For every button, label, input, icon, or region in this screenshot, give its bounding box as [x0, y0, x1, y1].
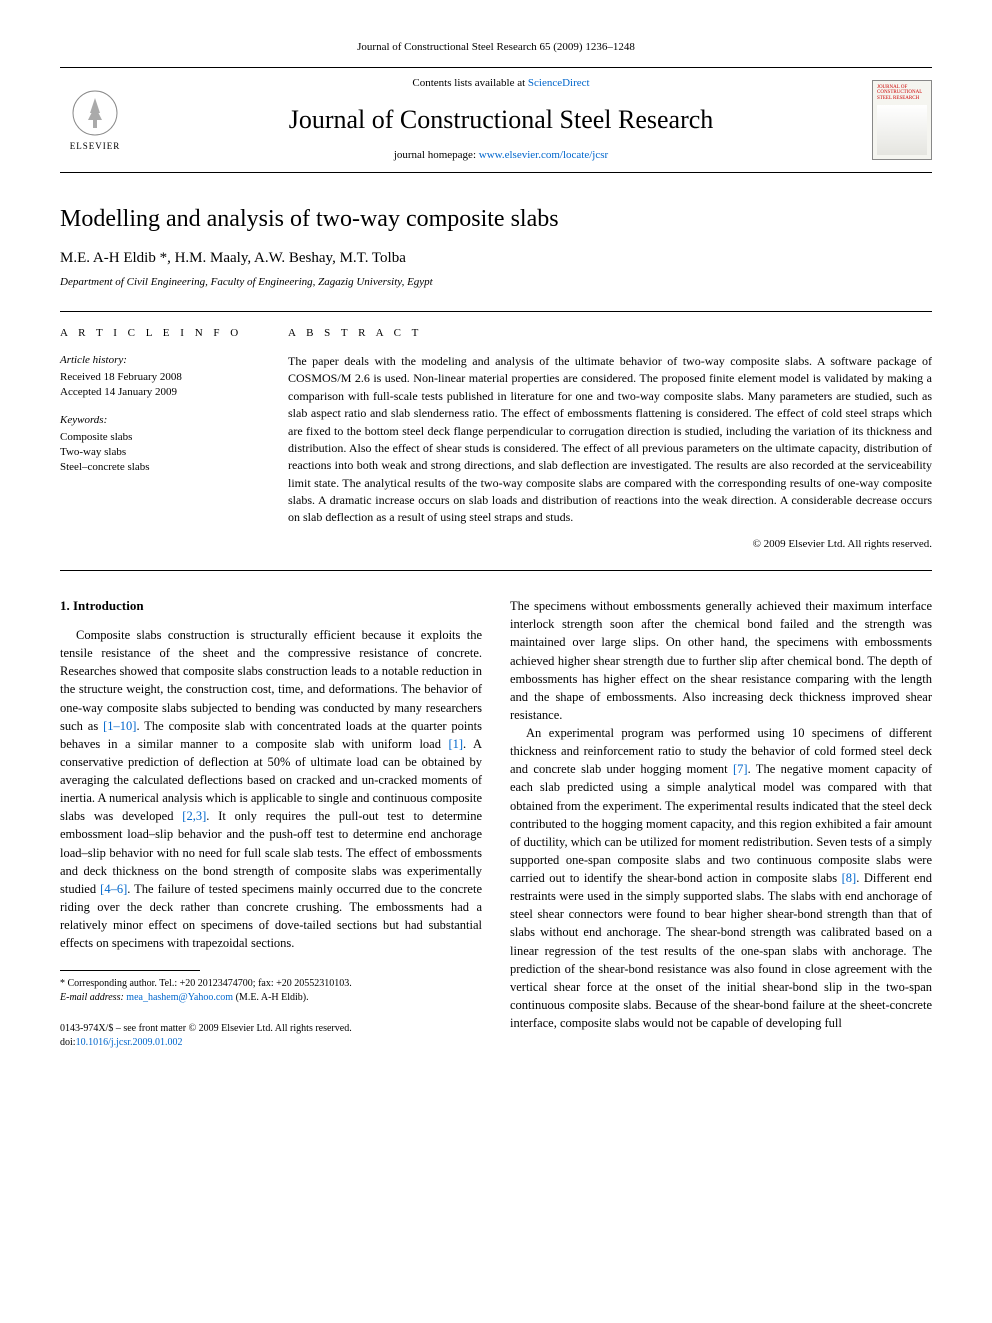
- cover-caption: JOURNAL OF CONSTRUCTIONAL STEEL RESEARCH: [877, 85, 927, 102]
- bottom-meta: 0143-974X/$ – see front matter © 2009 El…: [60, 1022, 482, 1049]
- body-columns: 1. Introduction Composite slabs construc…: [60, 597, 932, 1049]
- body-paragraph: An experimental program was performed us…: [510, 724, 932, 1032]
- section-number: 1.: [60, 598, 70, 613]
- section-heading: 1. Introduction: [60, 597, 482, 616]
- running-head: Journal of Constructional Steel Research…: [60, 40, 932, 55]
- keyword-item: Two-way slabs: [60, 445, 260, 460]
- elsevier-logo: ELSEVIER: [60, 85, 130, 155]
- doi-line: doi:10.1016/j.jcsr.2009.01.002: [60, 1036, 482, 1050]
- abstract-heading: A B S T R A C T: [288, 326, 932, 341]
- sciencedirect-link[interactable]: ScienceDirect: [528, 77, 590, 89]
- affiliation: Department of Civil Engineering, Faculty…: [60, 275, 932, 290]
- body-text: . The negative moment capacity of each s…: [510, 762, 932, 885]
- doi-prefix: doi:: [60, 1037, 76, 1048]
- doi-link[interactable]: 10.1016/j.jcsr.2009.01.002: [76, 1037, 183, 1048]
- section-title: Introduction: [73, 598, 144, 613]
- article-info-column: A R T I C L E I N F O Article history: R…: [60, 326, 260, 553]
- sciencedirect-line: Contents lists available at ScienceDirec…: [130, 76, 872, 91]
- keywords-label: Keywords:: [60, 413, 260, 428]
- corresponding-author-footnote: * Corresponding author. Tel.: +20 201234…: [60, 977, 482, 1004]
- email-label: E-mail address:: [60, 992, 124, 1003]
- keyword-item: Steel–concrete slabs: [60, 460, 260, 475]
- authors: M.E. A-H Eldib *, H.M. Maaly, A.W. Besha…: [60, 248, 932, 269]
- keywords-block: Keywords: Composite slabs Two-way slabs …: [60, 413, 260, 474]
- journal-name: Journal of Constructional Steel Research: [130, 102, 872, 138]
- article-title: Modelling and analysis of two-way compos…: [60, 203, 932, 237]
- abstract-text: The paper deals with the modeling and an…: [288, 353, 932, 527]
- citation-link[interactable]: [4–6]: [100, 882, 127, 896]
- citation-link[interactable]: [1]: [448, 737, 463, 751]
- contents-prefix: Contents lists available at: [412, 77, 527, 89]
- accepted-date: Accepted 14 January 2009: [60, 385, 260, 400]
- keyword-item: Composite slabs: [60, 430, 260, 445]
- elsevier-tree-icon: [70, 88, 120, 138]
- info-abstract-row: A R T I C L E I N F O Article history: R…: [60, 311, 932, 572]
- citation-link[interactable]: [1–10]: [103, 719, 136, 733]
- citation-link[interactable]: [7]: [733, 762, 748, 776]
- body-text: Composite slabs construction is structur…: [60, 628, 482, 733]
- abstract-copyright: © 2009 Elsevier Ltd. All rights reserved…: [288, 537, 932, 552]
- citation-link[interactable]: [2,3]: [182, 809, 206, 823]
- email-suffix: (M.E. A-H Eldib).: [236, 992, 309, 1003]
- body-column-left: 1. Introduction Composite slabs construc…: [60, 597, 482, 1049]
- body-paragraph: Composite slabs construction is structur…: [60, 626, 482, 952]
- journal-cover-thumb: JOURNAL OF CONSTRUCTIONAL STEEL RESEARCH: [872, 80, 932, 160]
- citation-link[interactable]: [8]: [842, 871, 857, 885]
- body-paragraph: The specimens without embossments genera…: [510, 597, 932, 724]
- email-link[interactable]: mea_hashem@Yahoo.com: [126, 992, 233, 1003]
- homepage-prefix: journal homepage:: [394, 149, 479, 161]
- homepage-link[interactable]: www.elsevier.com/locate/jcsr: [479, 149, 608, 161]
- footnote-separator: [60, 970, 200, 971]
- banner-center: Contents lists available at ScienceDirec…: [130, 76, 872, 163]
- history-label: Article history:: [60, 353, 260, 368]
- cover-thumb-body: [877, 105, 927, 155]
- received-date: Received 18 February 2008: [60, 370, 260, 385]
- body-text: . Different end restraints were used in …: [510, 871, 932, 1030]
- publisher-label: ELSEVIER: [70, 140, 121, 153]
- issn-line: 0143-974X/$ – see front matter © 2009 El…: [60, 1022, 482, 1036]
- abstract-column: A B S T R A C T The paper deals with the…: [288, 326, 932, 553]
- body-column-right: The specimens without embossments genera…: [510, 597, 932, 1049]
- body-text: The specimens without embossments genera…: [510, 599, 932, 722]
- article-history-block: Article history: Received 18 February 20…: [60, 353, 260, 400]
- journal-banner: ELSEVIER Contents lists available at Sci…: [60, 67, 932, 172]
- homepage-line: journal homepage: www.elsevier.com/locat…: [130, 148, 872, 163]
- corr-author-line: * Corresponding author. Tel.: +20 201234…: [60, 977, 482, 991]
- corr-email-line: E-mail address: mea_hashem@Yahoo.com (M.…: [60, 991, 482, 1005]
- article-info-heading: A R T I C L E I N F O: [60, 326, 260, 341]
